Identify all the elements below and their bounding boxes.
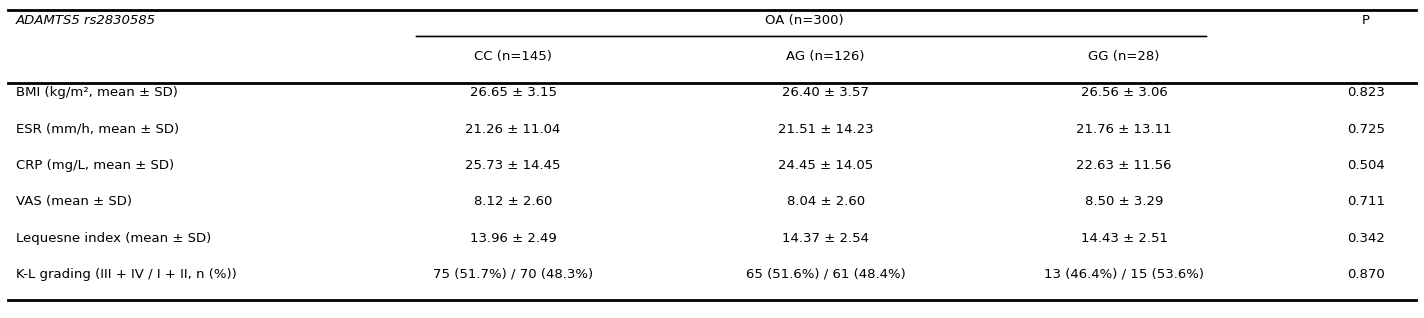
- Text: 13.96 ± 2.49: 13.96 ± 2.49: [470, 232, 557, 245]
- Text: 26.65 ± 3.15: 26.65 ± 3.15: [470, 86, 557, 100]
- Text: BMI (kg/m², mean ± SD): BMI (kg/m², mean ± SD): [16, 86, 178, 100]
- Text: 8.04 ± 2.60: 8.04 ± 2.60: [786, 195, 864, 208]
- Text: GG (n=28): GG (n=28): [1088, 50, 1159, 63]
- Text: 14.43 ± 2.51: 14.43 ± 2.51: [1081, 232, 1168, 245]
- Text: CRP (mg/L, mean ± SD): CRP (mg/L, mean ± SD): [16, 159, 174, 172]
- Text: 0.725: 0.725: [1347, 123, 1384, 136]
- Text: 75 (51.7%) / 70 (48.3%): 75 (51.7%) / 70 (48.3%): [433, 268, 592, 281]
- Text: 0.504: 0.504: [1347, 159, 1384, 172]
- Text: ESR (mm/h, mean ± SD): ESR (mm/h, mean ± SD): [16, 123, 179, 136]
- Text: ADAMTS5 rs2830585: ADAMTS5 rs2830585: [16, 14, 155, 27]
- Text: 8.12 ± 2.60: 8.12 ± 2.60: [474, 195, 553, 208]
- Text: 22.63 ± 11.56: 22.63 ± 11.56: [1077, 159, 1172, 172]
- Text: 8.50 ± 3.29: 8.50 ± 3.29: [1085, 195, 1163, 208]
- Text: 26.56 ± 3.06: 26.56 ± 3.06: [1081, 86, 1168, 100]
- Text: K-L grading (III + IV / I + II, n (%)): K-L grading (III + IV / I + II, n (%)): [16, 268, 236, 281]
- Text: VAS (mean ± SD): VAS (mean ± SD): [16, 195, 131, 208]
- Text: 65 (51.6%) / 61 (48.4%): 65 (51.6%) / 61 (48.4%): [746, 268, 906, 281]
- Text: 21.51 ± 14.23: 21.51 ± 14.23: [778, 123, 873, 136]
- Text: 13 (46.4%) / 15 (53.6%): 13 (46.4%) / 15 (53.6%): [1044, 268, 1205, 281]
- Text: 21.76 ± 13.11: 21.76 ± 13.11: [1077, 123, 1172, 136]
- Text: 0.711: 0.711: [1347, 195, 1384, 208]
- Text: 21.26 ± 11.04: 21.26 ± 11.04: [466, 123, 561, 136]
- Text: 0.342: 0.342: [1347, 232, 1384, 245]
- Text: 0.870: 0.870: [1347, 268, 1384, 281]
- Text: P: P: [1361, 14, 1370, 27]
- Text: 24.45 ± 14.05: 24.45 ± 14.05: [778, 159, 873, 172]
- Text: CC (n=145): CC (n=145): [474, 50, 553, 63]
- Text: 26.40 ± 3.57: 26.40 ± 3.57: [782, 86, 869, 100]
- Text: OA (n=300): OA (n=300): [765, 14, 843, 27]
- Text: 0.823: 0.823: [1347, 86, 1384, 100]
- Text: AG (n=126): AG (n=126): [786, 50, 864, 63]
- Text: 14.37 ± 2.54: 14.37 ± 2.54: [782, 232, 869, 245]
- Text: 25.73 ± 14.45: 25.73 ± 14.45: [466, 159, 561, 172]
- Text: Lequesne index (mean ± SD): Lequesne index (mean ± SD): [16, 232, 211, 245]
